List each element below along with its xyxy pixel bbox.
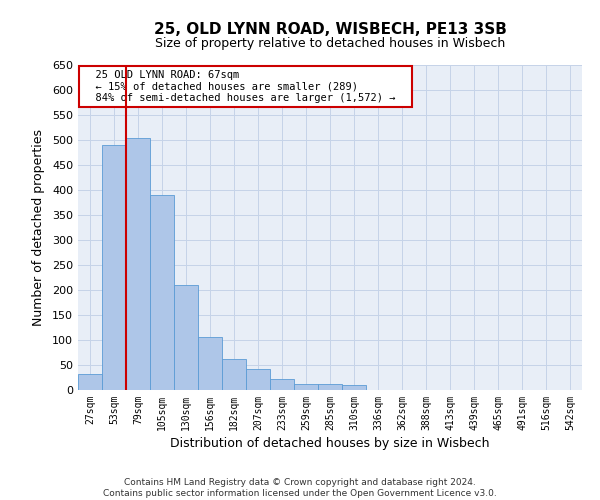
Bar	[294, 384, 318, 390]
Bar	[198, 336, 222, 390]
Bar	[174, 285, 198, 390]
Bar	[126, 138, 150, 390]
Bar	[222, 359, 246, 390]
Bar	[150, 195, 174, 390]
Bar	[102, 145, 126, 390]
Text: Size of property relative to detached houses in Wisbech: Size of property relative to detached ho…	[155, 38, 505, 51]
Bar	[318, 384, 342, 390]
Y-axis label: Number of detached properties: Number of detached properties	[32, 129, 45, 326]
Bar	[246, 369, 270, 390]
Bar	[342, 385, 366, 390]
Bar	[78, 374, 102, 390]
Text: 25 OLD LYNN ROAD: 67sqm
  ← 15% of detached houses are smaller (289)
  84% of se: 25 OLD LYNN ROAD: 67sqm ← 15% of detache…	[83, 70, 408, 103]
Text: Contains HM Land Registry data © Crown copyright and database right 2024.
Contai: Contains HM Land Registry data © Crown c…	[103, 478, 497, 498]
X-axis label: Distribution of detached houses by size in Wisbech: Distribution of detached houses by size …	[170, 437, 490, 450]
Text: 25, OLD LYNN ROAD, WISBECH, PE13 3SB: 25, OLD LYNN ROAD, WISBECH, PE13 3SB	[154, 22, 506, 38]
Bar	[270, 378, 294, 390]
